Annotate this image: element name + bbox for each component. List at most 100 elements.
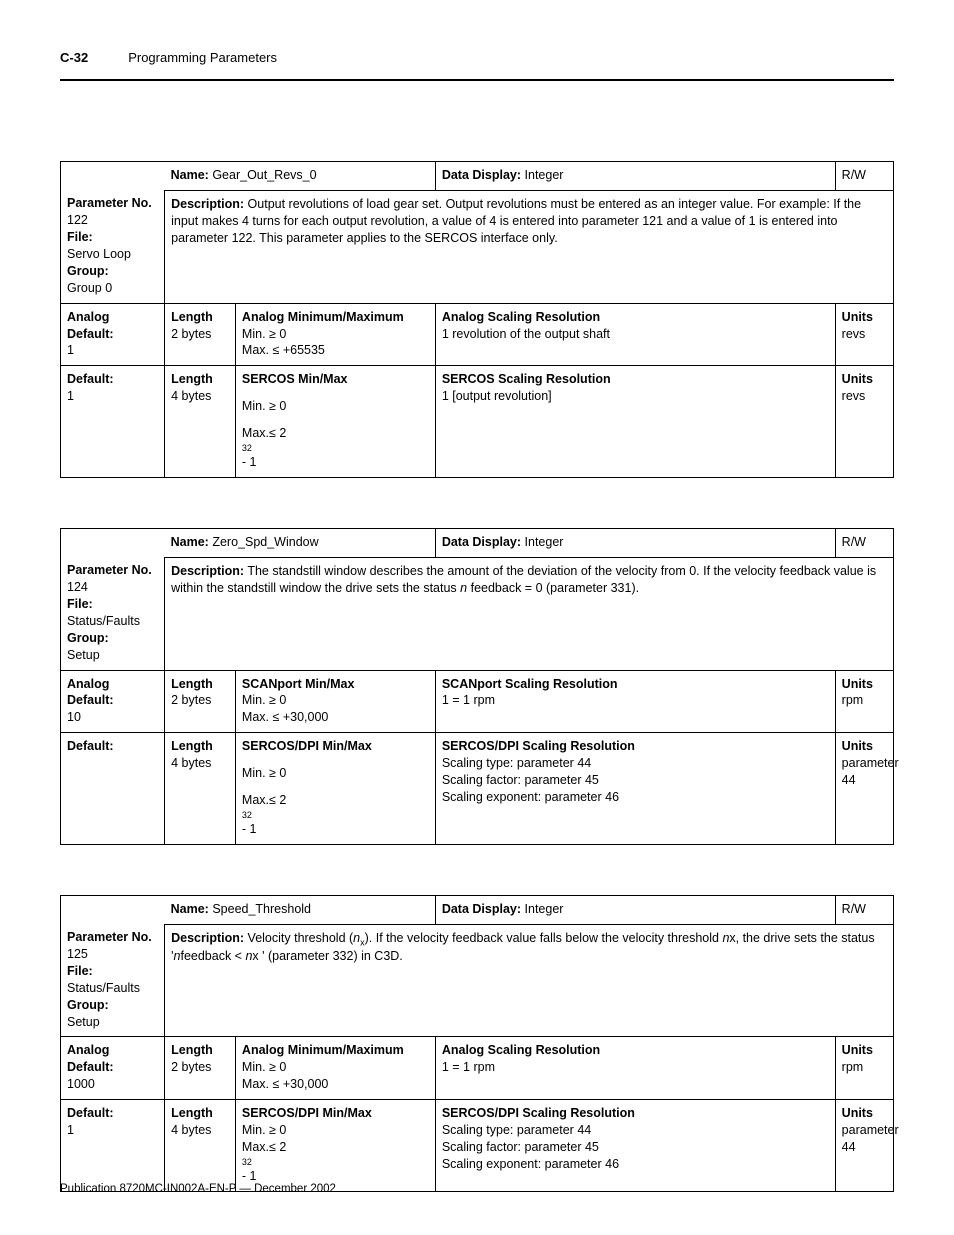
max-value: Max.≤ 232 - 1 (242, 1139, 429, 1185)
minmax-label: SERCOS/DPI Min/Max (242, 1105, 429, 1122)
units-label: Units (842, 309, 887, 326)
description-text: Output revolutions of load gear set. Out… (171, 197, 861, 245)
minmax-label: Analog Minimum/Maximum (242, 309, 429, 326)
name-label: Name: (171, 902, 209, 916)
data-display-value: Integer (525, 168, 564, 182)
scaling-line: Scaling exponent: parameter 46 (442, 789, 829, 806)
length-label: Length (171, 1042, 229, 1059)
param-no-label: Parameter No. (67, 929, 158, 946)
max-value: Max. ≤ +30,000 (242, 709, 429, 726)
scaling-value: 1 [output revolution] (442, 389, 552, 403)
units-label: Units (842, 738, 887, 755)
data-display-label: Data Display: (442, 902, 521, 916)
length-value: 4 bytes (171, 389, 211, 403)
min-value: Min. ≥ 0 (242, 765, 429, 782)
scaling-label: Analog Scaling Resolution (442, 1042, 829, 1059)
tables-container: Name: Gear_Out_Revs_0 Data Display: Integ… (60, 161, 894, 1192)
group-value: Group 0 (67, 280, 158, 297)
file-label: File: (67, 229, 158, 246)
description-label: Description: (171, 197, 244, 211)
group-label: Group: (67, 997, 158, 1014)
length-value: 4 bytes (171, 1123, 211, 1137)
footer-text: Publication 8720MC-IN002A-EN-P — Decembe… (60, 1183, 336, 1195)
length-label: Length (171, 309, 229, 326)
length-value: 2 bytes (171, 693, 211, 707)
rw-value: R/W (835, 528, 893, 557)
rw-value: R/W (835, 895, 893, 924)
default-value: 1 (67, 388, 158, 405)
default-value: 1 (67, 342, 158, 359)
scaling-line: Scaling exponent: parameter 46 (442, 1156, 829, 1173)
length-label: Length (171, 371, 229, 388)
scaling-value: 1 = 1 rpm (442, 1060, 495, 1074)
length-label: Length (171, 676, 229, 693)
name-value: Zero_Spd_Window (212, 535, 318, 549)
units-label: Units (842, 371, 887, 388)
minmax-label: SERCOS Min/Max (242, 371, 429, 388)
data-display-value: Integer (525, 902, 564, 916)
units-value: rpm (842, 693, 864, 707)
default-label: Default: (67, 371, 158, 388)
scaling-line: Scaling factor: parameter 45 (442, 1139, 829, 1156)
param-no-label: Parameter No. (67, 195, 158, 212)
units-value: revs (842, 389, 866, 403)
units-line: parameter (842, 755, 887, 772)
max-value: Max. ≤ +30,000 (242, 1076, 429, 1093)
description-text: The standstill window describes the amou… (171, 564, 876, 595)
default-label: Analog Default: (67, 676, 158, 710)
name-value: Gear_Out_Revs_0 (212, 168, 316, 182)
name-label: Name: (171, 535, 209, 549)
scaling-label: SCANport Scaling Resolution (442, 676, 829, 693)
max-value: Max.≤ 232 - 1 (242, 425, 429, 471)
data-display-value: Integer (525, 535, 564, 549)
parameter-table: Name: Zero_Spd_Window Data Display: Integ… (60, 528, 894, 845)
scaling-label: SERCOS/DPI Scaling Resolution (442, 1105, 829, 1122)
scaling-line: Scaling factor: parameter 45 (442, 772, 829, 789)
minmax-label: Analog Minimum/Maximum (242, 1042, 429, 1059)
min-value: Min. ≥ 0 (242, 1122, 429, 1139)
param-no-value: 125 (67, 946, 158, 963)
max-value: Max.≤ 232 - 1 (242, 792, 429, 838)
units-value: revs (842, 327, 866, 341)
scaling-value: 1 = 1 rpm (442, 693, 495, 707)
length-value: 2 bytes (171, 327, 211, 341)
param-no-label: Parameter No. (67, 562, 158, 579)
units-line: 44 (842, 772, 887, 789)
units-value: rpm (842, 1060, 864, 1074)
default-value: 10 (67, 709, 158, 726)
parameter-table: Name: Gear_Out_Revs_0Data Display: Integ… (60, 161, 894, 478)
default-label: Analog Default: (67, 1042, 158, 1076)
scaling-label: SERCOS Scaling Resolution (442, 371, 829, 388)
header-rule (60, 79, 894, 81)
page-header: C-32 Programming Parameters (60, 50, 894, 65)
file-value: Servo Loop (67, 246, 158, 263)
default-label: Default: (67, 738, 158, 755)
length-value: 2 bytes (171, 1060, 211, 1074)
length-label: Length (171, 1105, 229, 1122)
min-value: Min. ≥ 0 (242, 326, 429, 343)
description-label: Description: (171, 931, 244, 945)
file-label: File: (67, 963, 158, 980)
scaling-value: 1 revolution of the output shaft (442, 327, 610, 341)
units-line: parameter (842, 1122, 887, 1139)
file-value: Status/Faults (67, 980, 158, 997)
rw-value: R/W (835, 162, 893, 191)
units-label: Units (842, 1105, 887, 1122)
units-label: Units (842, 676, 887, 693)
minmax-label: SCANport Min/Max (242, 676, 429, 693)
page-number: C-32 (60, 50, 88, 65)
description-label: Description: (171, 564, 244, 578)
group-label: Group: (67, 630, 158, 647)
file-label: File: (67, 596, 158, 613)
max-value: Max. ≤ +65535 (242, 342, 429, 359)
data-display-label: Data Display: (442, 535, 521, 549)
units-label: Units (842, 1042, 887, 1059)
scaling-label: SERCOS/DPI Scaling Resolution (442, 738, 829, 755)
description-text: Velocity threshold (nx). If the velocity… (171, 931, 874, 964)
minmax-label: SERCOS/DPI Min/Max (242, 738, 429, 755)
section-title: Programming Parameters (128, 50, 277, 65)
file-value: Status/Faults (67, 613, 158, 630)
length-label: Length (171, 738, 229, 755)
default-value: 1000 (67, 1076, 158, 1093)
scaling-label: Analog Scaling Resolution (442, 309, 829, 326)
